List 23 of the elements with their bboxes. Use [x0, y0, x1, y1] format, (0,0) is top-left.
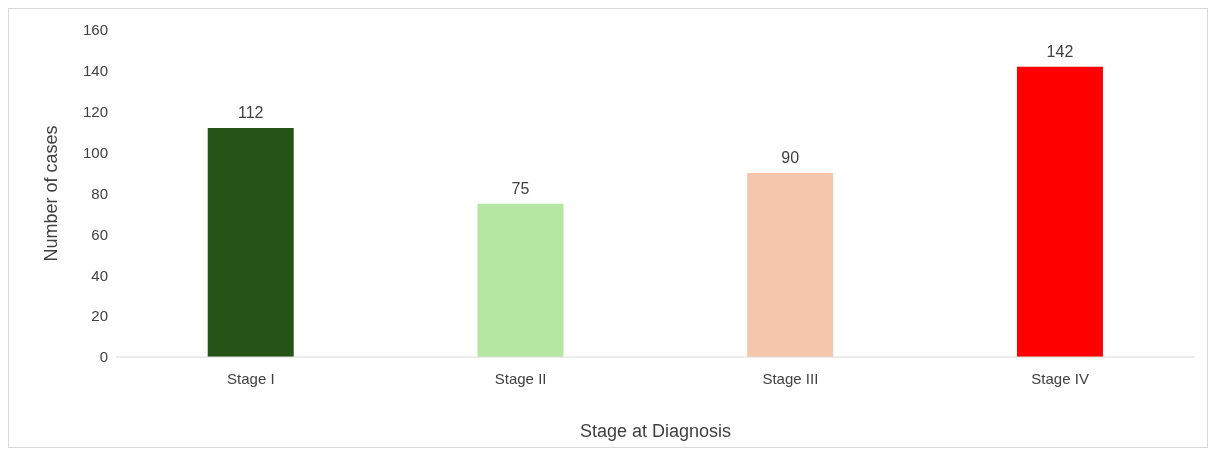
- y-tick-label: 60: [91, 225, 108, 243]
- bar: [1016, 66, 1103, 357]
- y-tick-label: 120: [82, 103, 108, 121]
- data-label: 90: [781, 149, 800, 167]
- bar: [207, 128, 294, 357]
- x-tick-label: Stage III: [762, 369, 819, 387]
- data-label: 75: [511, 179, 530, 197]
- x-tick-label: Stage I: [227, 369, 275, 387]
- y-tick-label: 160: [82, 21, 108, 39]
- y-tick-label: 140: [82, 62, 108, 80]
- x-axis-title: Stage at Diagnosis: [579, 421, 732, 441]
- y-tick-label: 80: [91, 184, 108, 202]
- y-tick-label: 100: [82, 143, 108, 161]
- data-label: 142: [1046, 42, 1074, 60]
- x-tick-label: Stage II: [494, 369, 547, 387]
- bar: [747, 173, 834, 357]
- y-tick-label: 20: [91, 307, 108, 325]
- y-tick-label: 0: [99, 348, 108, 366]
- bar: [477, 203, 564, 357]
- y-tick-label: 40: [91, 266, 108, 284]
- x-tick-label: Stage IV: [1031, 369, 1089, 387]
- data-label: 112: [237, 104, 264, 122]
- y-axis-title: Number of cases: [41, 125, 62, 262]
